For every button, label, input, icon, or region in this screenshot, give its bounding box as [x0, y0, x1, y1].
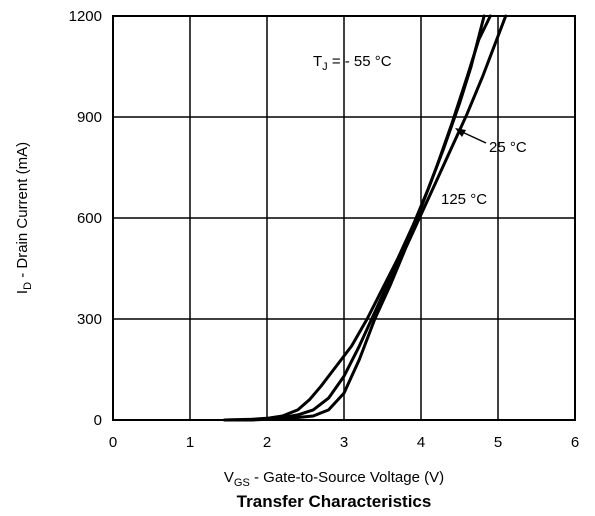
y-tick-label: 300 — [77, 311, 102, 328]
x-tick-label: 3 — [340, 434, 348, 451]
annotation-25c-arrowhead — [455, 128, 466, 137]
annotation-25c-label: 25 °C — [489, 139, 527, 156]
y-axis-label-suffix: - Drain Current (mA) — [14, 142, 31, 282]
annotation-25c-arrow — [459, 130, 487, 144]
x-tick-label: 4 — [417, 434, 425, 451]
y-tick-label: 1200 — [69, 8, 102, 25]
y-tick-label: 900 — [77, 109, 102, 126]
y-axis-label: ID - Drain Current (mA) — [14, 142, 34, 294]
plot-frame — [112, 15, 576, 421]
annotation-tj-suffix: = - 55 °C — [328, 53, 392, 70]
annotation-tj-sub: J — [322, 61, 328, 73]
x-tick-label: 0 — [109, 434, 117, 451]
annotation-125c-label: 125 °C — [441, 191, 487, 208]
x-tick-label: 6 — [571, 434, 579, 451]
series-line-125c — [223, 14, 508, 422]
x-tick-labels: 0 1 2 3 4 5 6 — [109, 434, 579, 451]
annotation-tj-label: TJ = - 55 °C — [313, 53, 392, 73]
x-axis-label-suffix: - Gate-to-Source Voltage (V) — [250, 469, 444, 486]
x-axis-label-prefix: V — [224, 469, 234, 486]
annotation-tj-prefix: T — [313, 53, 322, 70]
x-tick-label: 2 — [263, 434, 271, 451]
y-axis-label-sub: D — [22, 282, 34, 290]
y-tick-label: 0 — [94, 412, 102, 429]
x-tick-label: 5 — [494, 434, 502, 451]
x-tick-label: 1 — [186, 434, 194, 451]
x-axis-label-sub: GS — [234, 477, 250, 489]
chart-title: Transfer Characteristics — [237, 492, 432, 511]
y-tick-label: 600 — [77, 210, 102, 227]
grid — [113, 16, 575, 420]
y-axis-label-prefix: I — [14, 290, 31, 294]
x-axis-label: VGS - Gate-to-Source Voltage (V) — [224, 469, 444, 489]
series-lines — [223, 14, 508, 422]
y-tick-labels: 0 300 600 900 1200 — [69, 8, 102, 429]
